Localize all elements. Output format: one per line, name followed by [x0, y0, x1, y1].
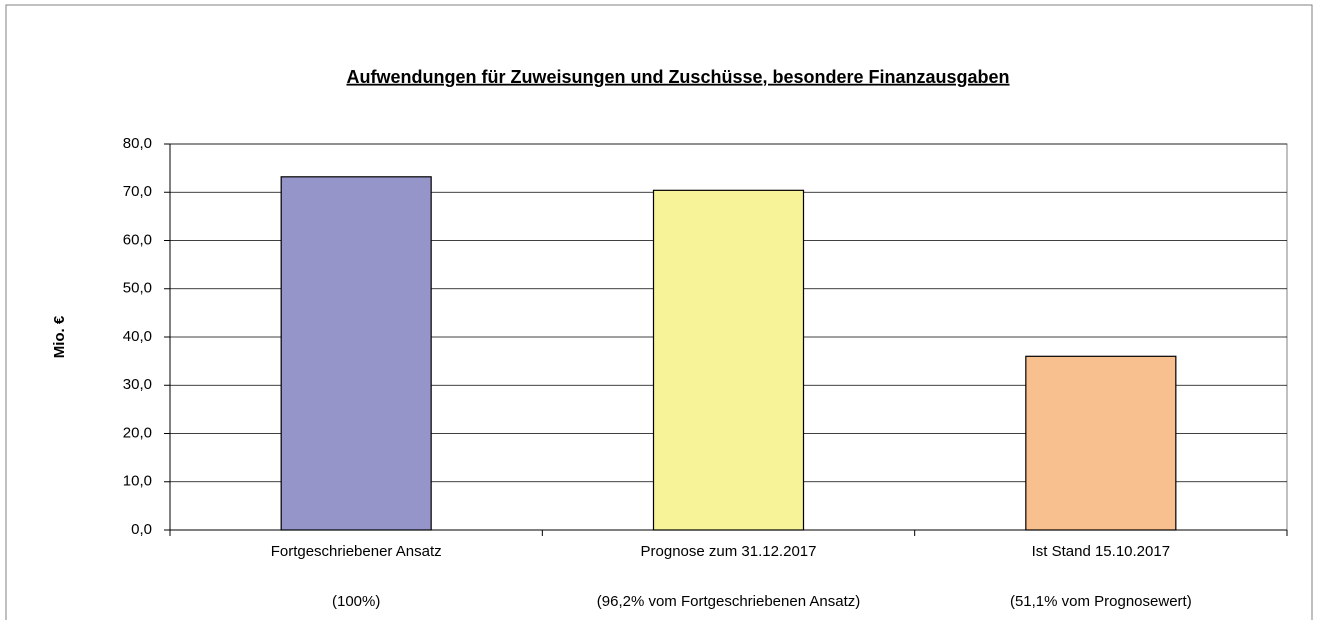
y-tick-label: 10,0 — [123, 473, 152, 490]
x-tick-label: Ist Stand 15.10.2017 — [1032, 543, 1170, 560]
y-tick-label: 40,0 — [123, 328, 152, 345]
x-tick-note: (100%) — [332, 593, 380, 610]
bar — [652, 189, 805, 531]
y-tick-label: 30,0 — [123, 376, 152, 393]
x-tick-note: (51,1% vom Prognosewert) — [1010, 593, 1192, 610]
y-tick-label: 60,0 — [123, 231, 152, 248]
chart-title: Aufwendungen für Zuweisungen und Zuschüs… — [346, 67, 1009, 87]
y-tick-label: 20,0 — [123, 424, 152, 441]
bar — [1025, 355, 1177, 531]
x-tick-label: Fortgeschriebener Ansatz — [271, 543, 442, 560]
bar — [280, 176, 432, 531]
y-tick-label: 50,0 — [123, 280, 152, 297]
y-tick-label: 80,0 — [123, 135, 152, 152]
x-tick-note: (96,2% vom Fortgeschriebenen Ansatz) — [597, 593, 860, 610]
y-tick-label: 70,0 — [123, 183, 152, 200]
y-axis-label: Mio. € — [51, 315, 68, 358]
y-tick-label: 0,0 — [131, 521, 152, 538]
x-tick-label: Prognose zum 31.12.2017 — [641, 543, 817, 560]
